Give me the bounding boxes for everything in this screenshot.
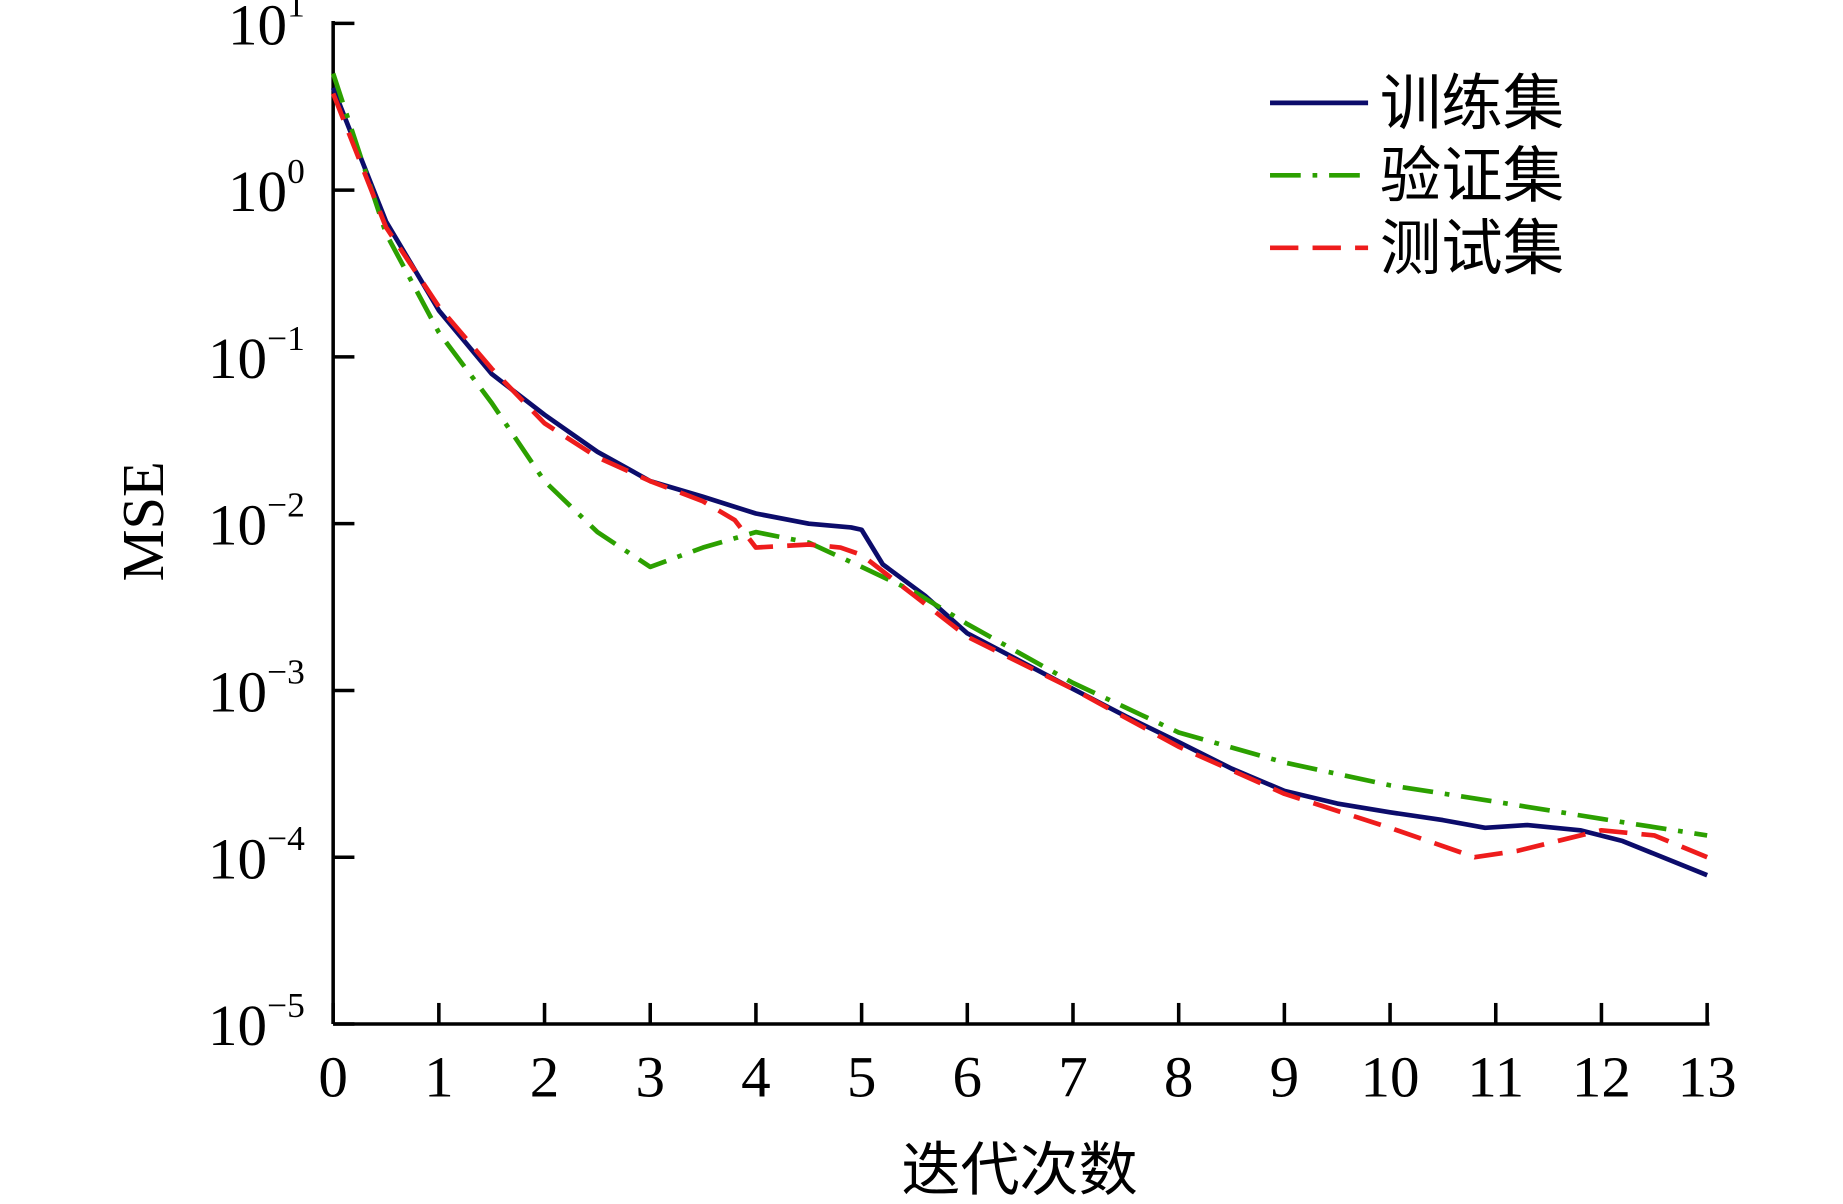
series-line-1: [330, 87, 1709, 878]
series-line-3: [330, 92, 1709, 860]
y-tick-exponent: −5: [267, 986, 305, 1025]
y-axis-label: MSE: [111, 461, 176, 581]
x-tick-label: 9: [1270, 1045, 1300, 1110]
y-tick-base: 10: [208, 993, 267, 1058]
y-tick-base: 10: [208, 660, 267, 725]
y-tick-base: 10: [228, 159, 287, 224]
y-tick-label: 10−4: [208, 819, 305, 891]
x-tick-label: 1: [424, 1045, 454, 1110]
series-line-2: [330, 72, 1708, 838]
x-axis-label: 迭代次数: [901, 1138, 1137, 1203]
x-tick-label: 4: [741, 1045, 771, 1110]
y-tick-label: 100: [228, 152, 305, 224]
x-tick-label: 2: [530, 1045, 560, 1110]
axes: 0 1 2 3 4 5 6 7 8 9 10 11 12 1310110010−110−210−310−4…: [208, 0, 1737, 1109]
x-tick-label: 10: [1361, 1045, 1420, 1110]
y-tick-label: 10−3: [208, 653, 305, 725]
x-tick-label: 7: [1058, 1045, 1088, 1110]
y-tick-exponent: 1: [287, 0, 305, 24]
x-tick-label: 0: [318, 1045, 348, 1110]
x-tick-label: 11: [1467, 1045, 1524, 1110]
x-tick-label: 3: [635, 1045, 665, 1110]
series-group: [330, 72, 1709, 878]
x-tick-label: 13: [1678, 1045, 1737, 1110]
y-tick-label: 10−2: [208, 486, 305, 558]
y-tick-base: 10: [208, 827, 267, 892]
y-tick-base: 10: [208, 326, 267, 391]
legend-label: 训练集: [1380, 71, 1564, 138]
x-tick-label: 12: [1572, 1045, 1631, 1110]
y-tick-exponent: −4: [267, 819, 305, 858]
legend-label: 测试集: [1380, 216, 1564, 283]
y-tick-exponent: −3: [267, 653, 305, 692]
y-tick-exponent: 0: [287, 152, 305, 191]
y-tick-base: 10: [208, 493, 267, 558]
x-tick-label: 6: [953, 1045, 983, 1110]
x-tick-label: 5: [847, 1045, 877, 1110]
y-tick-exponent: −1: [267, 319, 305, 358]
y-tick-label: 10−1: [208, 319, 305, 391]
y-tick-base: 10: [228, 0, 287, 57]
y-tick-label: 101: [228, 0, 305, 57]
x-tick-label: 8: [1164, 1045, 1194, 1110]
y-tick-label: 10−5: [208, 986, 305, 1058]
y-tick-exponent: −2: [267, 486, 305, 525]
legend-label: 验证集: [1380, 144, 1564, 211]
